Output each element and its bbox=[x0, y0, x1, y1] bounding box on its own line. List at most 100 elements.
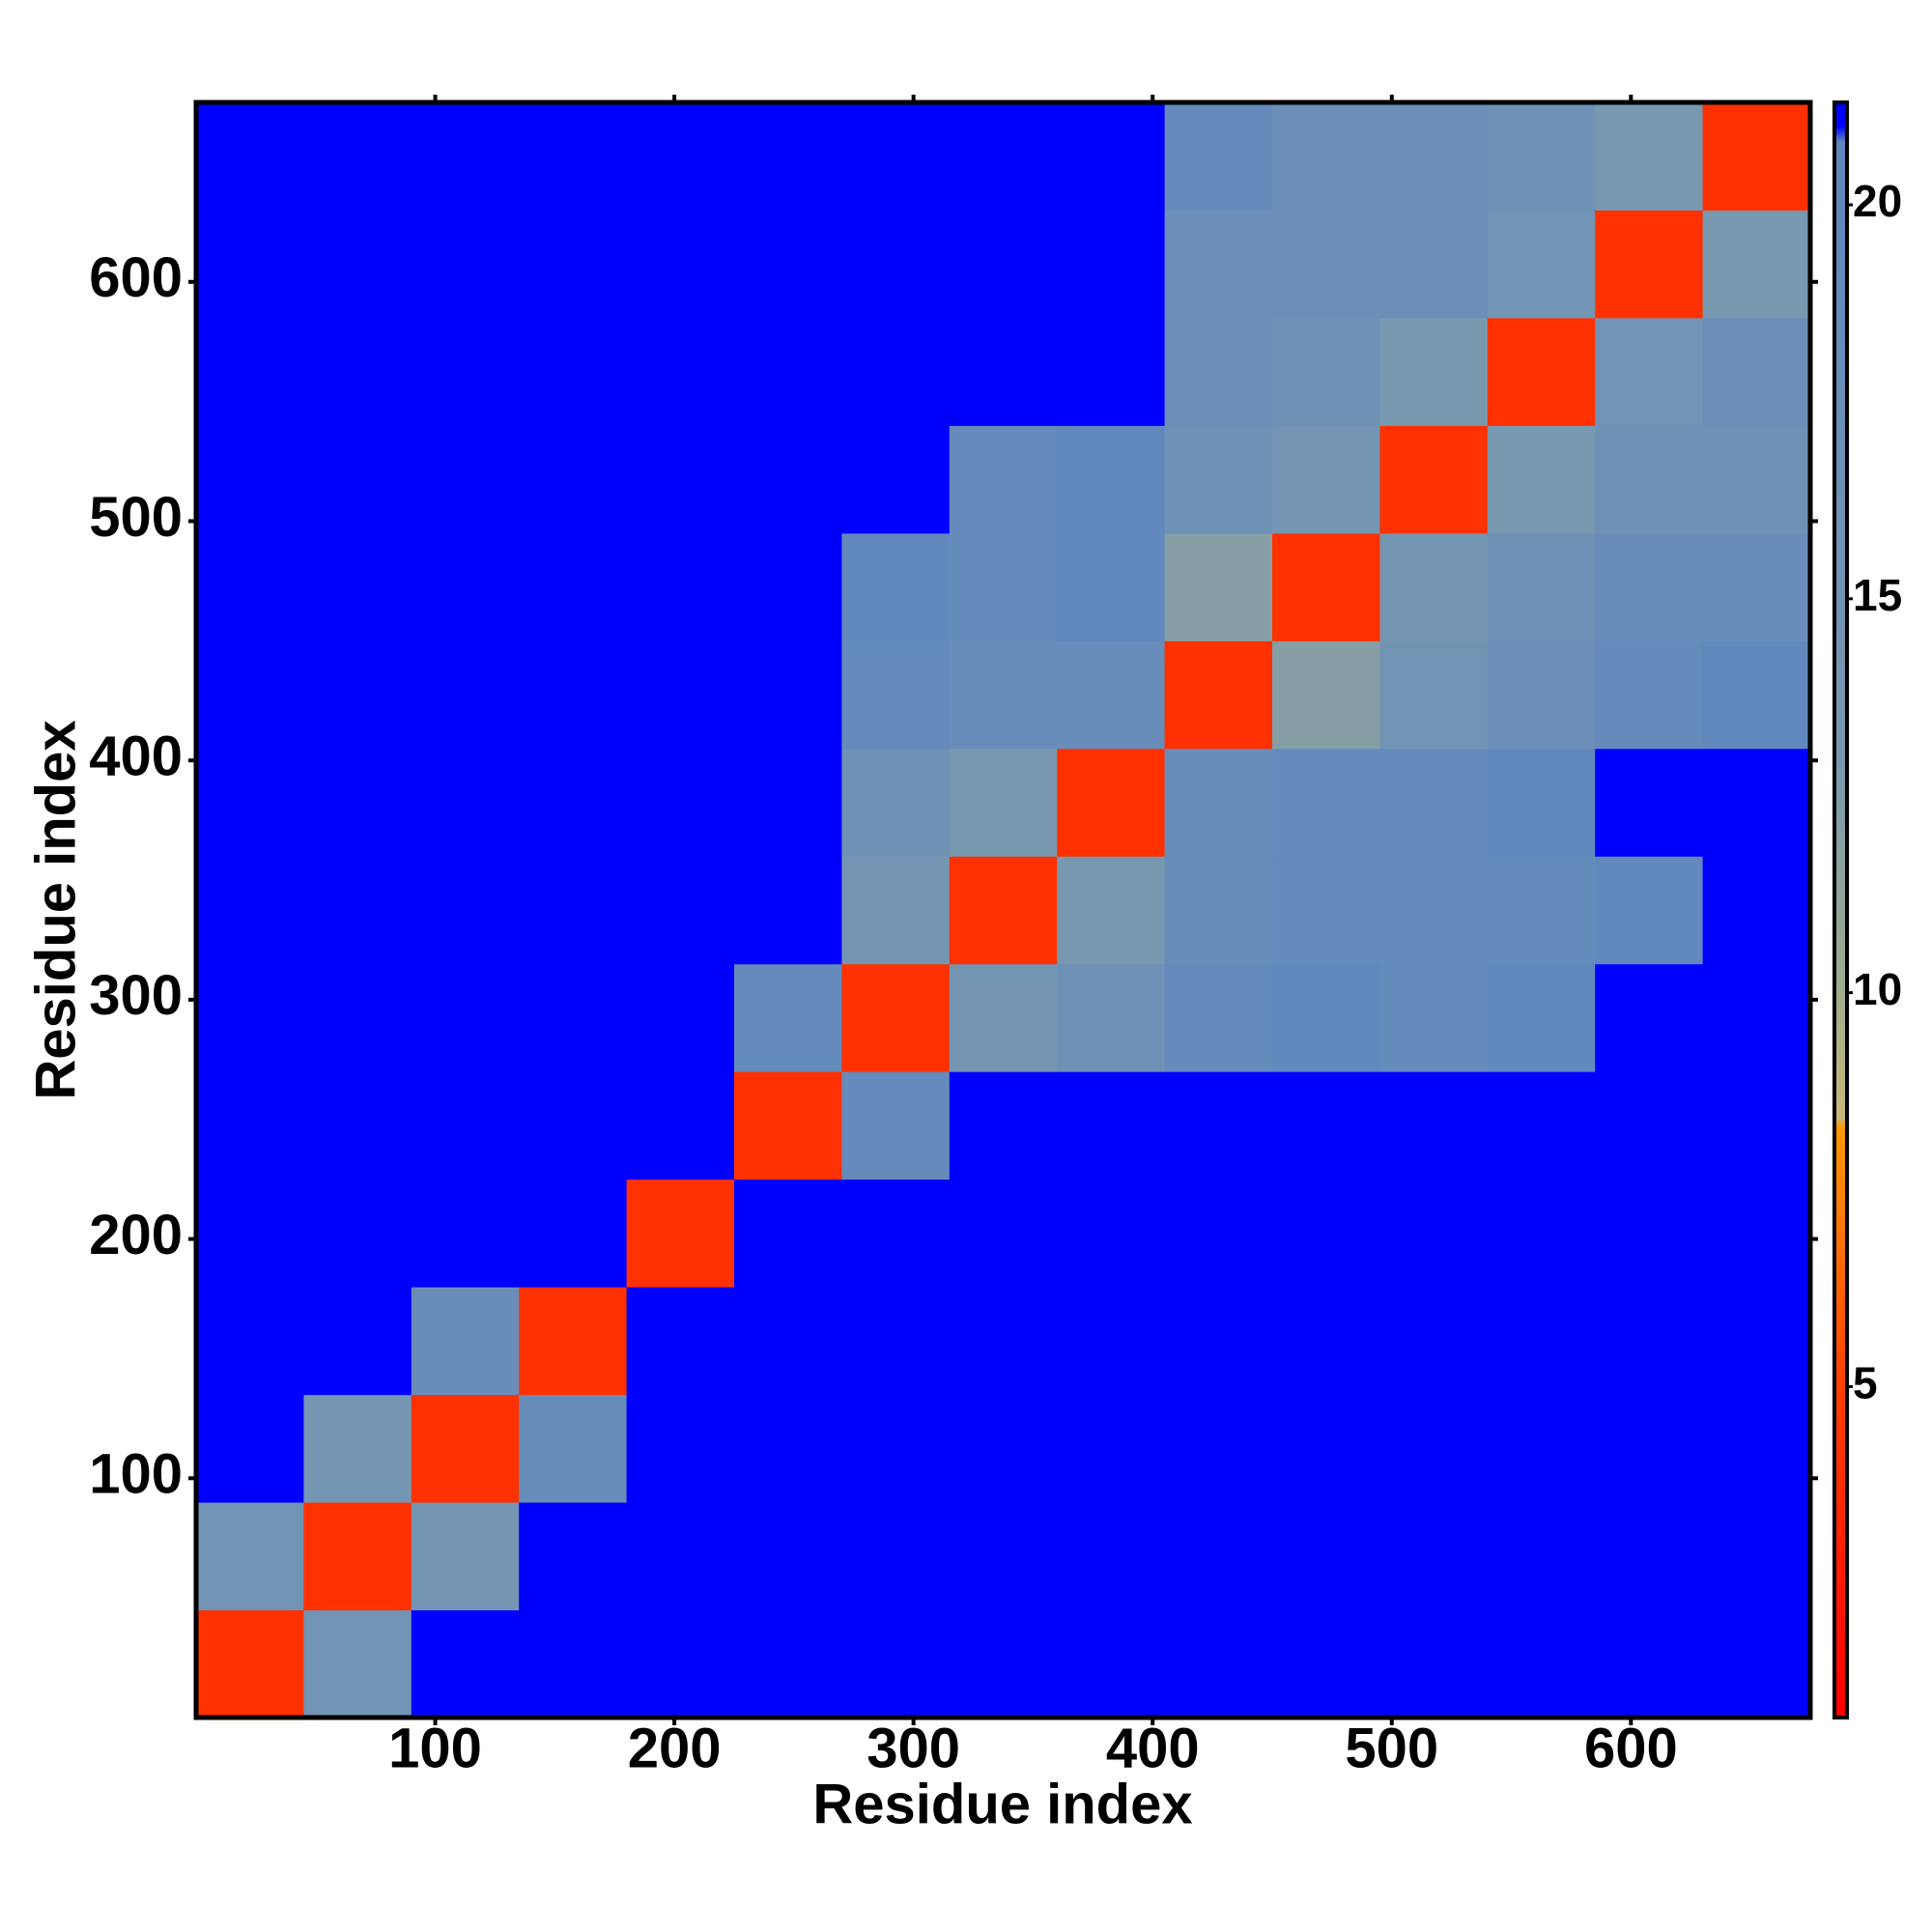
heatmap-cell bbox=[626, 102, 735, 211]
heatmap-cell bbox=[1057, 1287, 1166, 1396]
heatmap-cell bbox=[1595, 1502, 1704, 1611]
heatmap-cell bbox=[303, 1071, 412, 1180]
y-tick-label: 400 bbox=[89, 725, 183, 788]
heatmap-cell bbox=[1702, 856, 1810, 965]
x-tick-label: 300 bbox=[867, 1717, 960, 1779]
heatmap-cell bbox=[1595, 210, 1704, 319]
heatmap-cell bbox=[626, 317, 735, 426]
heatmap-cell bbox=[841, 317, 951, 426]
heatmap-cell bbox=[1057, 425, 1166, 534]
heatmap-cell bbox=[734, 1179, 842, 1288]
heatmap-cell bbox=[1164, 856, 1273, 965]
heatmap-cell bbox=[303, 748, 412, 857]
heatmap-cell bbox=[734, 102, 842, 211]
colorbar bbox=[1833, 100, 1849, 1719]
heatmap-cell bbox=[841, 425, 951, 534]
heatmap-cell bbox=[411, 210, 520, 319]
heatmap-cell bbox=[303, 317, 412, 426]
heatmap-cell bbox=[411, 640, 520, 750]
heatmap-cell bbox=[1702, 210, 1810, 319]
heatmap-cell bbox=[303, 1502, 412, 1611]
heatmap-cell bbox=[626, 748, 735, 857]
heatmap-cell bbox=[626, 856, 735, 965]
heatmap-cell bbox=[519, 748, 628, 857]
heatmap-cell bbox=[1164, 1287, 1273, 1396]
heatmap-cell bbox=[411, 856, 520, 965]
heatmap-cell bbox=[841, 1609, 951, 1718]
heatmap-cell bbox=[841, 1179, 951, 1288]
heatmap-cell bbox=[949, 210, 1058, 319]
heatmap-cell bbox=[734, 856, 842, 965]
y-tick-label: 100 bbox=[89, 1443, 183, 1506]
heatmap-cell bbox=[1702, 317, 1810, 426]
heatmap-cell bbox=[303, 640, 412, 750]
heatmap-cell bbox=[1595, 102, 1704, 211]
heatmap-cell bbox=[1057, 210, 1166, 319]
heatmap-cell bbox=[734, 1071, 842, 1180]
heatmap-cell bbox=[1487, 963, 1596, 1072]
heatmap-cell bbox=[303, 425, 412, 534]
heatmap-cell bbox=[626, 210, 735, 319]
heatmap-cell bbox=[841, 1071, 951, 1180]
heatmap-cell bbox=[949, 425, 1058, 534]
heatmap-cell bbox=[411, 1609, 520, 1718]
heatmap-cell bbox=[1164, 210, 1273, 319]
heatmap-cell bbox=[1057, 317, 1166, 426]
heatmap-cell bbox=[949, 1609, 1058, 1718]
y-tick-label: 200 bbox=[89, 1204, 183, 1266]
heatmap-cell bbox=[1595, 1071, 1704, 1180]
heatmap-cell bbox=[626, 425, 735, 534]
heatmap-cell bbox=[1595, 1394, 1704, 1503]
x-tick-label: 600 bbox=[1584, 1717, 1678, 1779]
heatmap-cell bbox=[411, 1502, 520, 1611]
heatmap-cell bbox=[519, 1071, 628, 1180]
heatmap-cell bbox=[1379, 425, 1489, 534]
heatmap-cell bbox=[303, 1394, 412, 1503]
plot-frame bbox=[193, 99, 1813, 1720]
heatmap-cell bbox=[196, 1287, 304, 1396]
heatmap-cell bbox=[196, 963, 304, 1072]
heatmap-cell bbox=[1164, 425, 1273, 534]
heatmap-cell bbox=[519, 317, 628, 426]
heatmap-cell bbox=[734, 425, 842, 534]
heatmap-cell bbox=[1272, 102, 1380, 211]
heatmap-cell bbox=[519, 102, 628, 211]
heatmap-cell bbox=[734, 317, 842, 426]
heatmap-cell bbox=[1272, 856, 1380, 965]
heatmap-cell bbox=[626, 963, 735, 1072]
colorbar-tick-label: 15 bbox=[1853, 570, 1902, 620]
heatmap-cell bbox=[626, 1502, 735, 1611]
heatmap-cell bbox=[841, 963, 951, 1072]
heatmap-cell bbox=[411, 317, 520, 426]
heatmap-cell bbox=[949, 640, 1058, 750]
heatmap-cell bbox=[411, 1179, 520, 1288]
heatmap-cell bbox=[411, 425, 520, 534]
heatmap-cell bbox=[1379, 1609, 1489, 1718]
heatmap-cell bbox=[1702, 532, 1810, 641]
heatmap-cell bbox=[1272, 1394, 1380, 1503]
heatmap-cell bbox=[303, 1179, 412, 1288]
heatmap-cell bbox=[949, 748, 1058, 857]
heatmap-cell bbox=[1487, 102, 1596, 211]
heatmap-cell bbox=[519, 425, 628, 534]
heatmap bbox=[196, 102, 1810, 1718]
heatmap-cell bbox=[1379, 102, 1489, 211]
heatmap-cell bbox=[1164, 317, 1273, 426]
heatmap-cell bbox=[1487, 1609, 1596, 1718]
heatmap-cell bbox=[1595, 640, 1704, 750]
heatmap-cell bbox=[1595, 748, 1704, 857]
heatmap-cell bbox=[1272, 1179, 1380, 1288]
heatmap-cell bbox=[1487, 317, 1596, 426]
colorbar-tick-label: 20 bbox=[1853, 176, 1902, 226]
heatmap-cell bbox=[1702, 1071, 1810, 1180]
heatmap-cell bbox=[1164, 532, 1273, 641]
x-tick-label: 100 bbox=[388, 1717, 482, 1779]
heatmap-cell bbox=[1057, 963, 1166, 1072]
heatmap-cell bbox=[1379, 856, 1489, 965]
heatmap-cell bbox=[519, 1287, 628, 1396]
heatmap-cell bbox=[196, 1071, 304, 1180]
y-tick-label: 600 bbox=[89, 246, 183, 309]
heatmap-cell bbox=[411, 1071, 520, 1180]
heatmap-cell bbox=[519, 532, 628, 641]
heatmap-cell bbox=[841, 102, 951, 211]
